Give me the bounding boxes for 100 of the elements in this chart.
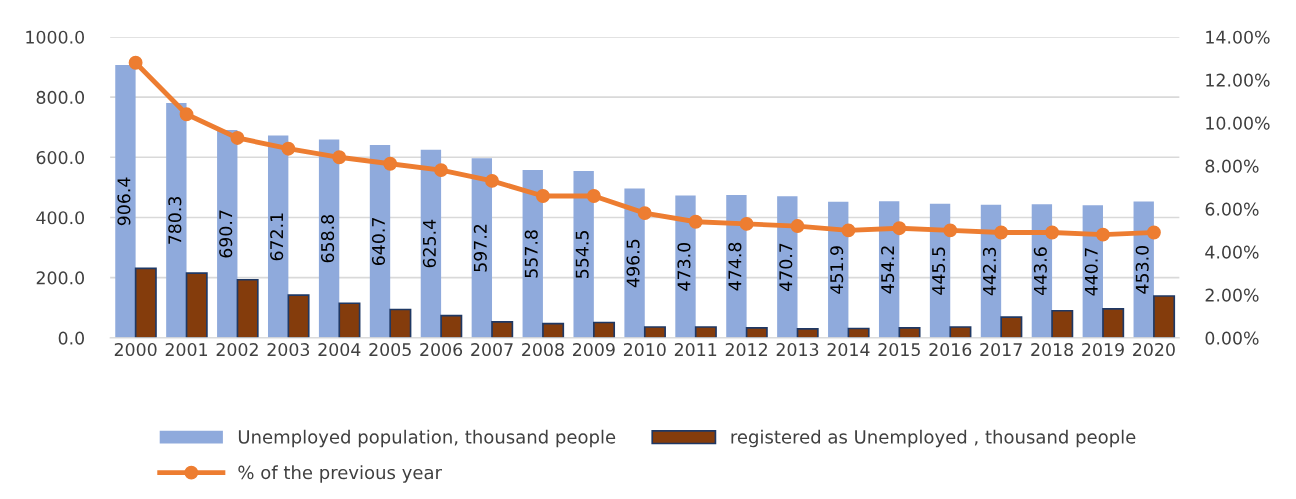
point: [943, 223, 958, 238]
x-tick-label: 2013: [776, 342, 819, 357]
x-tick-label: 2010: [623, 342, 666, 357]
x-tick-label: 2015: [878, 342, 920, 357]
y-tick-label: 1000.0: [26, 30, 85, 44]
point: [485, 173, 499, 188]
point: [739, 216, 754, 231]
data-label: 470.7: [779, 243, 793, 292]
x-tick-label: 2018: [1031, 342, 1073, 357]
y-tick-label: 400.0: [36, 211, 85, 225]
point: [281, 141, 296, 156]
x-tick-label: 2002: [216, 342, 258, 357]
data-label: 554.5: [575, 231, 589, 278]
y2-tick-label: 12.00%: [1206, 73, 1270, 87]
point: [841, 223, 856, 238]
x-tick-label: 2011: [674, 342, 717, 357]
x-tick-label: 2008: [522, 342, 564, 357]
y2-tick-label: 6.00%: [1205, 202, 1259, 216]
bar: [643, 326, 666, 338]
point: [637, 206, 652, 221]
bar: [134, 267, 157, 338]
point: [1146, 225, 1161, 240]
bar: [287, 294, 310, 338]
y2-tick-label: 10.00%: [1206, 116, 1270, 130]
data-label: 690.7: [219, 210, 233, 258]
x-tick-label: 2017: [980, 342, 1022, 357]
data-label: 443.6: [1033, 247, 1047, 296]
y2-tick-label: 2.00%: [1205, 288, 1259, 302]
bar: [593, 321, 616, 338]
data-label: 474.8: [728, 242, 742, 291]
bar: [236, 278, 259, 338]
bar: [185, 272, 208, 338]
data-label: 640.7: [371, 218, 386, 266]
x-tick-label: 2006: [420, 342, 463, 357]
bar: [1051, 309, 1074, 338]
data-label: 780.3: [168, 196, 182, 244]
bar: [796, 327, 819, 338]
y-tick-label: 800.0: [36, 90, 85, 104]
x-tick-label: 2020: [1133, 342, 1175, 357]
data-label: 454.2: [881, 246, 895, 294]
point: [790, 219, 805, 234]
data-label: 625.4: [422, 219, 436, 268]
point: [434, 163, 449, 178]
y-tick-label: 200.0: [36, 271, 85, 285]
point: [892, 221, 907, 236]
bar: [217, 129, 238, 338]
x-tick-label: 2003: [267, 342, 310, 357]
bar: [777, 196, 798, 338]
y-tick-label: 600.0: [36, 151, 85, 165]
x-tick-label: 2005: [369, 342, 411, 357]
point: [332, 150, 347, 165]
data-label: 658.8: [321, 215, 335, 263]
y2-tick-label: 8.00%: [1205, 159, 1259, 173]
data-label: 440.7: [1084, 248, 1098, 296]
bar: [389, 308, 412, 338]
bar: [1153, 295, 1176, 338]
bar: [675, 195, 696, 338]
x-tick-label: 2001: [165, 342, 208, 357]
bar: [573, 170, 594, 338]
bar: [624, 188, 645, 338]
data-label: 672.1: [270, 213, 284, 261]
bar: [166, 103, 187, 338]
bar: [1000, 316, 1023, 338]
y2-tick-label: 0.00%: [1205, 331, 1259, 345]
data-label: 453.0: [1135, 245, 1149, 294]
x-tick-label: 2007: [471, 342, 513, 357]
point: [688, 214, 703, 229]
bar: [491, 321, 514, 338]
legend-label: % of the previous year: [238, 465, 442, 483]
data-label: 451.9: [830, 246, 844, 294]
point: [179, 107, 194, 122]
point: [128, 55, 143, 70]
x-tick-label: 2016: [929, 342, 972, 357]
point: [535, 189, 550, 203]
bar: [745, 327, 768, 338]
bar: [1102, 308, 1125, 338]
bar: [694, 326, 717, 338]
x-tick-label: 2004: [318, 342, 361, 357]
data-label: 473.0: [677, 242, 691, 291]
point: [994, 225, 1009, 240]
x-tick-label: 2009: [573, 342, 615, 357]
legend-label: Unemployed population, thousand people: [238, 429, 616, 448]
bar: [338, 302, 361, 338]
x-tick-label: 2000: [114, 342, 157, 357]
point: [230, 130, 245, 145]
data-label: 906.4: [117, 177, 131, 226]
data-label: 445.5: [932, 247, 946, 295]
data-label: 557.8: [524, 230, 538, 278]
legend-label: registered as Unemployed , thousand people: [731, 429, 1136, 448]
bar: [267, 135, 289, 338]
bar: [115, 65, 136, 338]
y2-tick-label: 14.00%: [1206, 30, 1270, 44]
x-tick-label: 2012: [725, 342, 767, 357]
bar: [898, 327, 921, 338]
bar: [440, 314, 463, 338]
y2-tick-label: 4.00%: [1205, 245, 1259, 259]
point: [383, 156, 398, 171]
y-tick-label: 0.0: [58, 331, 85, 345]
data-label: 442.3: [982, 247, 997, 296]
bar: [949, 326, 972, 338]
